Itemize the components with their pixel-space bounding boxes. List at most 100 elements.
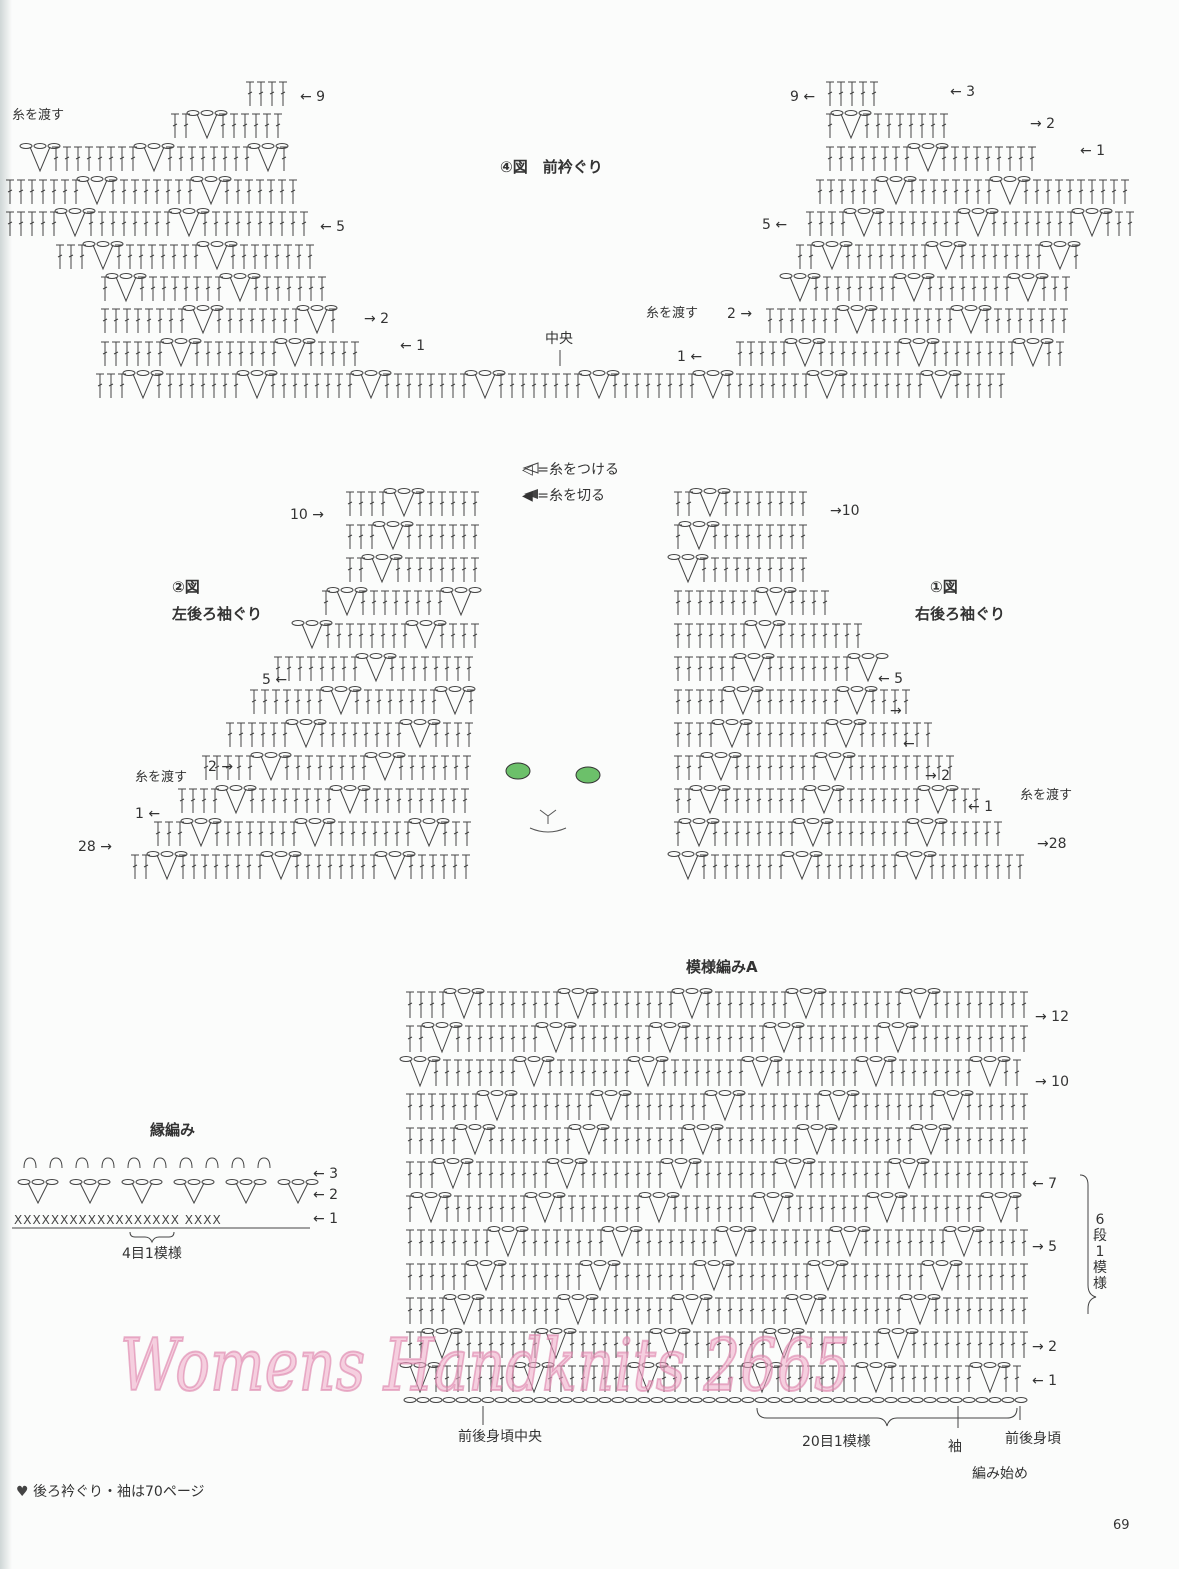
dc-stitch-tick [668, 1240, 674, 1244]
dc-stitch-tick [281, 383, 287, 387]
chain-stitch [560, 1158, 574, 1164]
chain-stitch [434, 686, 448, 692]
chain-stitch [1067, 241, 1081, 247]
dc-stitch-tick [846, 286, 852, 290]
dc-stitch-tick [205, 286, 211, 290]
chain-stitch [649, 1022, 663, 1028]
dc-stitch-tick [793, 1274, 799, 1278]
chain-stitch [598, 1397, 612, 1403]
dc-stitch-tick [139, 286, 145, 290]
dc-stitch-tick [941, 123, 947, 127]
repeat-rows-label: 6段1模様 [1093, 1212, 1107, 1292]
dc-stitch-tick [675, 831, 681, 835]
chain-stitch [869, 1056, 883, 1062]
dc-stitch-tick [954, 351, 960, 355]
dc-stitch-tick [275, 286, 281, 290]
dc-stitch-tick [910, 221, 916, 225]
dc-stitch-tick [565, 1104, 571, 1108]
dc-stitch-tick [716, 1308, 722, 1312]
dc-stitch-tick [738, 1274, 744, 1278]
chain-stitch [983, 1362, 997, 1368]
row-label: →10 [830, 503, 860, 519]
chain-stitch [465, 1260, 479, 1266]
dc-stitch-tick [808, 1376, 814, 1380]
v-stitch [523, 1365, 545, 1394]
dc-stitch-tick [249, 798, 255, 802]
dc-stitch-tick [953, 189, 959, 193]
dc-stitch-tick [941, 156, 947, 160]
dc-stitch-tick [828, 189, 834, 193]
dc-stitch-tick [933, 1342, 939, 1346]
dc-stitch-tick [973, 798, 979, 802]
chain-stitch [857, 1226, 871, 1232]
dc-stitch-tick [966, 1104, 972, 1108]
chain-stitch [520, 1397, 534, 1403]
chain-stitch [527, 1362, 541, 1368]
dc-stitch-tick [830, 1002, 836, 1006]
dc-stitch-tick [113, 351, 119, 355]
dc-stitch-tick [569, 1036, 575, 1040]
dc-stitch-tick [694, 1342, 700, 1346]
dc-stitch-tick [205, 351, 211, 355]
dc-stitch-tick [971, 286, 977, 290]
dc-stitch-tick [661, 1376, 667, 1380]
dc-stitch-tick [591, 1206, 597, 1210]
v-stitch [806, 1127, 828, 1156]
v-stitch [393, 491, 415, 518]
chain-stitch [700, 752, 714, 758]
chain-stitch [294, 818, 308, 824]
chain-stitch [133, 143, 147, 149]
dc-stitch-tick [384, 383, 390, 387]
dc-stitch-tick [849, 91, 855, 95]
dc-stitch-tick [165, 221, 171, 225]
chain-stitch [604, 1090, 618, 1096]
dc-stitch-tick [917, 383, 923, 387]
chain-stitch [769, 587, 783, 593]
dc-stitch-tick [840, 383, 846, 387]
dc-stitch-tick [683, 1376, 689, 1380]
dc-stitch-tick [918, 1240, 924, 1244]
dc-stitch-tick [970, 254, 976, 258]
picot-stitch [231, 1157, 245, 1169]
chain-stitch [291, 1179, 305, 1185]
v-stitch [813, 788, 835, 815]
dc-stitch-tick [488, 1036, 494, 1040]
dc-stitch-tick [372, 831, 378, 835]
v-stitch [725, 1229, 747, 1258]
dc-stitch-tick [745, 831, 751, 835]
chain-stitch [549, 1022, 563, 1028]
dc-stitch-tick [635, 1342, 641, 1346]
chain-stitch [468, 1124, 482, 1130]
dc-stitch-tick [286, 666, 292, 670]
chain-stitch [1071, 208, 1085, 214]
dc-stitch-tick [602, 1308, 608, 1312]
dc-stitch-tick [984, 318, 990, 322]
chain-stitch [641, 1056, 655, 1062]
dc-stitch-tick [102, 351, 108, 355]
chain-stitch [549, 1328, 563, 1334]
dc-stitch-tick [1021, 1138, 1027, 1142]
chain-stitch [905, 1328, 919, 1334]
chain-stitch [728, 1397, 742, 1403]
dc-stitch-tick [955, 1036, 961, 1040]
chain-stitch [736, 686, 750, 692]
dc-stitch-tick [271, 798, 277, 802]
dc-stitch-tick [966, 1376, 972, 1380]
chain-stitch [717, 488, 731, 494]
dc-stitch-tick [849, 156, 855, 160]
dc-stitch-tick [580, 1206, 586, 1210]
dc-stitch-tick [178, 383, 184, 387]
dc-stitch-tick [679, 1138, 685, 1142]
chain-stitch [750, 686, 764, 692]
dc-stitch-tick [885, 1138, 891, 1142]
dc-stitch-tick [672, 1206, 678, 1210]
dc-stitch-tick [708, 633, 714, 637]
v-stitch [887, 1025, 909, 1054]
dc-stitch-tick [510, 1138, 516, 1142]
dc-stitch-tick [999, 1274, 1005, 1278]
dc-stitch-tick [955, 1070, 961, 1074]
dc-stitch-tick [429, 798, 435, 802]
dc-stitch-tick [859, 831, 865, 835]
chain-stitch [479, 1260, 493, 1266]
chain-stitch [104, 176, 118, 182]
